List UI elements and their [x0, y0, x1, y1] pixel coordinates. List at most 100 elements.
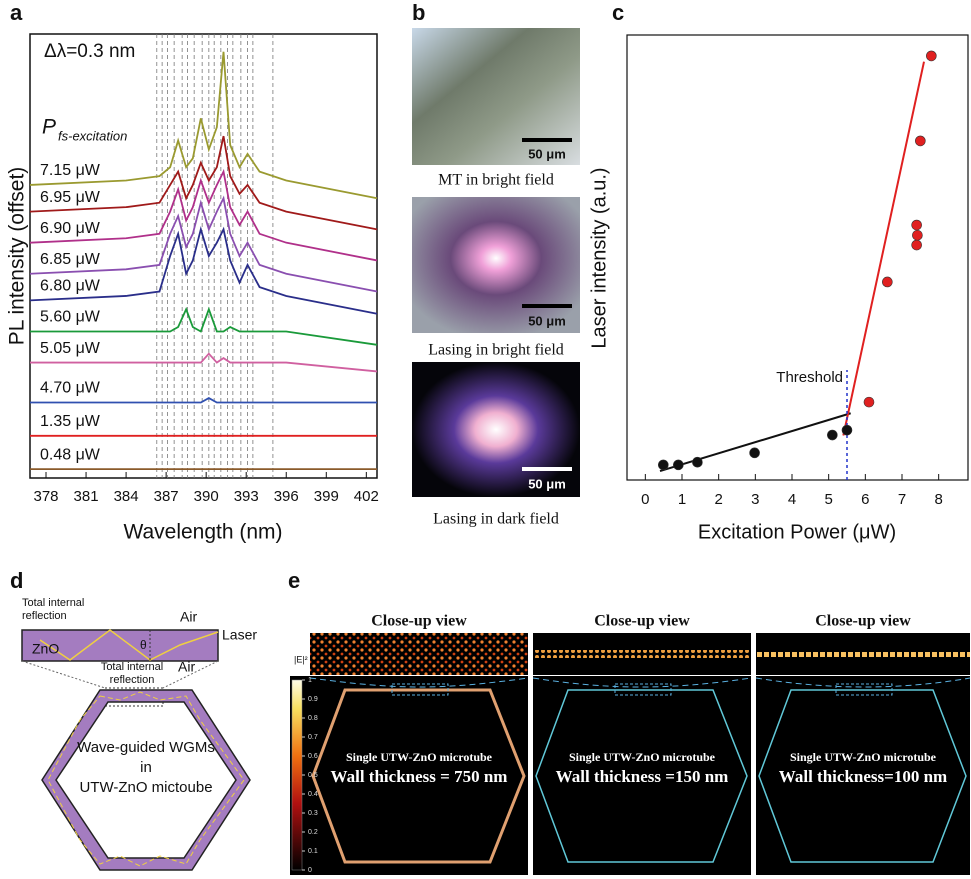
caption: Lasing in bright field	[428, 342, 564, 359]
x-axis-label: Wavelength (nm)	[123, 521, 282, 544]
thickness-label: Wall thickness = 750 nm	[331, 767, 508, 786]
close-up-mode	[533, 650, 751, 658]
scale-label: 50 μm	[528, 476, 566, 491]
x-tick-label: 390	[194, 488, 219, 505]
colorbar-tick-label: 0.6	[308, 753, 318, 760]
view-title: Close-up view	[594, 613, 690, 630]
x-tick-label: 0	[641, 491, 649, 508]
legend-entry: 6.95 μW	[40, 189, 101, 206]
label: reflection	[22, 610, 67, 622]
label: Air	[178, 659, 195, 675]
x-tick-label: 399	[314, 488, 339, 505]
tube-label: Single UTW-ZnO microtube	[346, 750, 493, 764]
plot-frame	[627, 35, 968, 480]
x-tick-label: 7	[898, 491, 906, 508]
x-tick-label: 6	[861, 491, 869, 508]
point	[750, 448, 760, 458]
x-tick-label: 396	[274, 488, 299, 505]
fit-line	[843, 62, 924, 436]
label: Laser	[222, 627, 257, 643]
colorbar-tick-label: 0.3	[308, 810, 318, 817]
point	[912, 240, 922, 250]
label: θ	[140, 638, 147, 652]
caption: MT in bright field	[438, 172, 554, 189]
legend-entry: 1.35 μW	[40, 413, 101, 430]
colorbar-tick-label: 0.2	[308, 829, 318, 836]
legend-entry: 7.15 μW	[40, 162, 101, 179]
panel-label: a	[10, 0, 23, 25]
x-tick-label: 5	[824, 491, 832, 508]
point	[658, 460, 668, 470]
legend-entry: 0.48 μW	[40, 446, 101, 463]
panel-label: d	[10, 568, 23, 593]
x-tick-label: 387	[154, 488, 179, 505]
point	[912, 230, 922, 240]
point	[912, 220, 922, 230]
x-tick-label: 402	[354, 488, 379, 505]
legend-entry: 5.60 μW	[40, 309, 101, 326]
legend-title: P	[42, 116, 56, 139]
label: ZnO	[32, 641, 59, 657]
tube-label: Single UTW-ZnO microtube	[569, 750, 716, 764]
colorbar-tick-label: 0	[308, 867, 312, 874]
scale-label: 50 μm	[528, 146, 566, 161]
thickness-label: Wall thickness =150 nm	[556, 767, 729, 786]
view-title: Close-up view	[371, 613, 467, 630]
close-up-mode	[756, 651, 970, 658]
panel-d: Total internal reflection Air Laser ZnO …	[22, 597, 257, 870]
y-axis-label: PL intensity (offset)	[6, 167, 29, 346]
point	[926, 51, 936, 61]
point	[842, 425, 852, 435]
spectrum	[30, 172, 377, 261]
x-tick-label: 381	[74, 488, 99, 505]
figure: a b c d e Δλ=0.3 nm P fs-excitation Wave…	[0, 0, 971, 879]
colorbar-tick-label: 0.4	[308, 791, 318, 798]
caption: Lasing in dark field	[433, 511, 559, 528]
thickness-label: Wall thickness=100 nm	[779, 767, 947, 786]
colorbar-tick-label: 0.7	[308, 734, 318, 741]
x-tick-label: 384	[114, 488, 139, 505]
scale-label: 50 μm	[528, 313, 566, 328]
colorbar-tick-label: 0.9	[308, 696, 318, 703]
spectrum	[30, 398, 377, 402]
tube-label: Single UTW-ZnO microtube	[790, 750, 937, 764]
label: Total internal	[22, 597, 84, 609]
annotation: Δλ=0.3 nm	[44, 41, 135, 62]
fit-line	[660, 413, 851, 471]
x-axis-label: Excitation Power (μW)	[698, 521, 896, 543]
legend-entry: 6.80 μW	[40, 278, 101, 295]
colorbar-label: |E|²	[294, 654, 308, 664]
colorbar-tick-label: 0.1	[308, 848, 318, 855]
close-up	[310, 633, 528, 675]
label: Wave-guided WGMs	[77, 739, 215, 756]
x-tick-label: 393	[234, 488, 259, 505]
legend-title-sub: fs-excitation	[58, 128, 127, 143]
point	[864, 397, 874, 407]
legend-entry: 4.70 μW	[40, 380, 101, 397]
point	[915, 136, 925, 146]
y-axis-label: Laser intensity (a.u.)	[588, 167, 610, 348]
panel-label: c	[612, 0, 624, 25]
x-tick-label: 8	[934, 491, 942, 508]
label: in	[140, 759, 152, 776]
point	[882, 277, 892, 287]
label: Total internal	[101, 661, 163, 673]
micrograph	[412, 28, 580, 165]
legend-entry: 6.90 μW	[40, 220, 101, 237]
annotation: Threshold	[776, 369, 843, 386]
x-tick-label: 1	[678, 491, 686, 508]
panel-label: e	[288, 568, 300, 593]
colorbar-tick-label: 0.5	[308, 772, 318, 779]
label: reflection	[110, 674, 155, 686]
colorbar-tick-label: 0.8	[308, 715, 318, 722]
label: UTW-ZnO mictoube	[79, 779, 212, 796]
panel-e: Close-up view Close-up view Close-up vie…	[290, 613, 970, 875]
legend-entry: 5.05 μW	[40, 340, 101, 357]
x-tick-label: 2	[714, 491, 722, 508]
view-title: Close-up view	[815, 613, 911, 630]
panel-b: 50 μm 50 μm 50 μm MT in bright field Las…	[412, 28, 580, 528]
point	[673, 460, 683, 470]
colorbar-tick-label: 1	[308, 677, 312, 684]
legend-entry: 6.85 μW	[40, 251, 101, 268]
point	[692, 457, 702, 467]
